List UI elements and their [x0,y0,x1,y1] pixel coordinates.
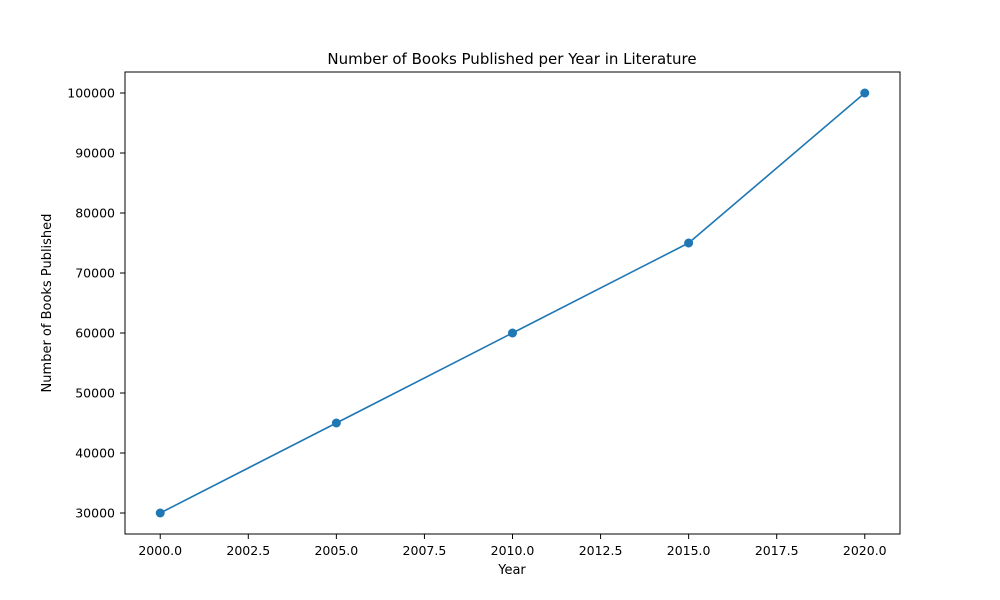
y-tick-label: 80000 [75,206,115,221]
y-tick-label: 70000 [75,266,115,281]
data-point [684,238,694,248]
data-point [508,328,517,338]
plot-content [155,88,870,518]
y-tick-label: 50000 [75,386,115,401]
y-axis-ticks: 30000 40000 50000 60000 70000 80000 90000 10000… [67,86,125,521]
x-tick-label: 2017.5 [755,543,799,558]
x-axis-label: Year [497,563,526,578]
x-tick-label: 2015.0 [667,543,711,558]
x-tick-label: 2005.0 [314,543,358,558]
data-point [331,418,341,428]
plot-area-frame [124,71,901,535]
x-tick-label: 2002.5 [226,543,270,558]
x-tick-label: 2000.0 [138,543,182,558]
y-tick-label: 30000 [75,506,115,521]
x-tick-label: 2020.0 [843,543,887,558]
y-tick-label: 90000 [75,146,115,161]
y-tick-label: 60000 [75,326,115,341]
x-tick-label: 2007.5 [403,543,447,558]
data-point [860,88,870,98]
x-tick-label: 2010.0 [491,543,535,558]
y-tick-label: 40000 [75,446,115,461]
data-point [155,508,165,518]
chart-title: Number of Books Published per Year in Li… [327,50,696,68]
y-tick-label: 100000 [67,86,115,101]
x-axis-ticks: 2000.0 2002.5 2005.0 2007.5 2010.0 2012.5 2015… [138,534,887,558]
x-tick-label: 2012.5 [579,543,623,558]
series-line [159,92,866,514]
y-axis-label: Number of Books Published [40,214,55,393]
